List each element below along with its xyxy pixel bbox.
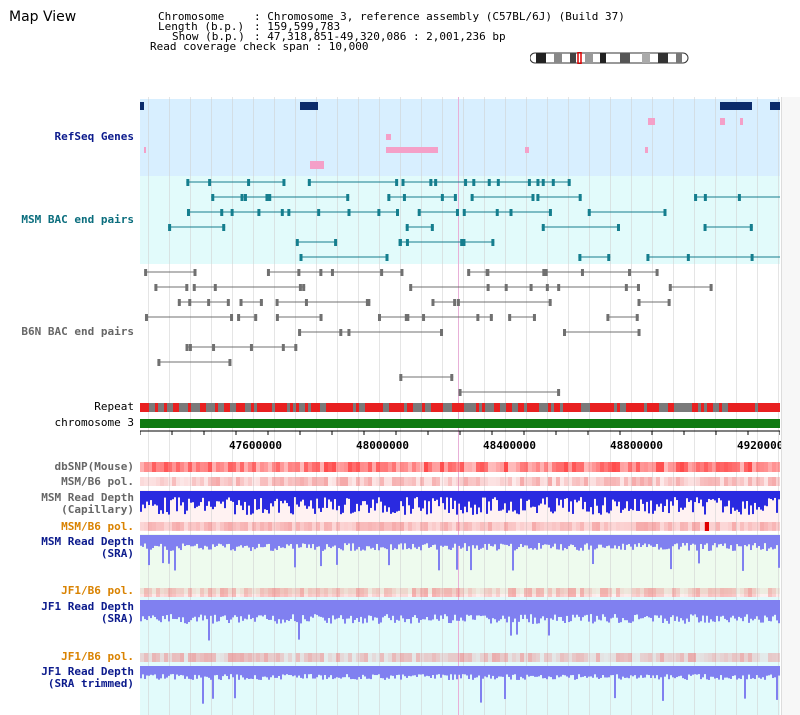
scroll-column[interactable] (781, 97, 800, 715)
axis-tick-4: 48800000 (610, 439, 663, 452)
track-label-b6n-bac: B6N BAC end pairs (21, 325, 134, 338)
length-value: : 159,599,783 (254, 20, 341, 33)
track-label-chromosome: chromosome 3 (54, 416, 134, 429)
show-label: Show (b.p.) (172, 30, 245, 43)
page-title: Map View (9, 9, 77, 25)
chromosome-label: Chromosome (158, 10, 225, 23)
chromosome-value: : Chromosome 3, reference assembly (C57B… (254, 10, 625, 23)
track-label-msm-bac: MSM BAC end pairs (21, 213, 134, 226)
track-label-refseq: RefSeq Genes (54, 130, 134, 143)
track-label-jf1-b6-pol: JF1/B6 pol. (61, 584, 134, 597)
axis-tick-5: 49200000 (737, 439, 790, 452)
show-value: : 47,318,851-49,320,086 : 2,001,236 bp (254, 30, 506, 43)
axis-tick-3: 48400000 (483, 439, 536, 452)
axis-tick-1: 47600000 (229, 439, 282, 452)
position-marker (577, 52, 582, 64)
length-label: Length (b.p.) (158, 20, 245, 33)
track-label-repeat: Repeat (94, 400, 134, 413)
track-graphics (140, 97, 780, 715)
track-label-dbsnp: dbSNP(Mouse) (54, 460, 134, 473)
track-label-jf1-b6-pol-2: JF1/B6 pol. (61, 650, 134, 663)
track-label-msm-b6-pol-2: MSM/B6 pol. (61, 520, 134, 533)
track-label-jf1-depth-sra: JF1 Read Depth (SRA) (41, 600, 134, 625)
axis-tick-2: 48000000 (356, 439, 409, 452)
track-label-msm-depth-capillary: MSM Read Depth (Capillary) (41, 491, 134, 516)
track-label-msm-b6-pol: MSM/B6 pol. (61, 475, 134, 488)
genome-track-panel[interactable] (140, 97, 780, 715)
chromosome-ideogram[interactable] (530, 52, 690, 64)
track-label-msm-depth-sra: MSM Read Depth (SRA) (41, 535, 134, 560)
track-label-jf1-depth-trimmed: JF1 Read Depth (SRA trimmed) (41, 665, 134, 690)
coverage-span: Read coverage check span : 10,000 (150, 40, 369, 53)
